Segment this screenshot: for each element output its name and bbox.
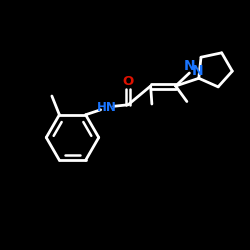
Text: O: O [122,75,134,88]
Text: HN: HN [97,101,117,114]
Text: N: N [184,59,195,73]
Text: N: N [192,64,203,78]
